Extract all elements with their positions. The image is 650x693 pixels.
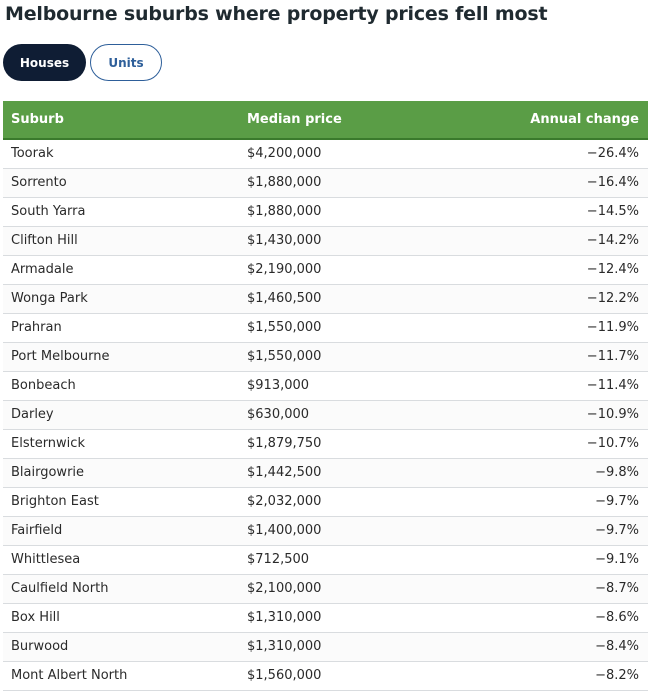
table-body: Toorak $4,200,000 −26.4% Sorrento $1,880,000… — [3, 139, 648, 691]
table-row: Elsternwick $1,879,750 −10.7% — [3, 429, 648, 459]
table-row: Burwood $1,310,000 −8.4% — [3, 632, 648, 662]
annual-change-cell: −12.4% — [475, 255, 648, 285]
median-price-cell: $2,190,000 — [239, 255, 475, 285]
annual-change-cell: −16.4% — [475, 168, 648, 198]
annual-change-cell: −14.5% — [475, 197, 648, 227]
suburb-cell: Toorak — [3, 139, 239, 169]
annual-change-cell: −9.1% — [475, 545, 648, 575]
table-row: Bonbeach $913,000 −11.4% — [3, 371, 648, 401]
table-row: Armadale $2,190,000 −12.4% — [3, 255, 648, 285]
column-header-annual-change: Annual change — [475, 101, 648, 140]
annual-change-cell: −11.9% — [475, 313, 648, 343]
annual-change-cell: −8.7% — [475, 574, 648, 604]
median-price-cell: $712,500 — [239, 545, 475, 575]
annual-change-cell: −9.8% — [475, 458, 648, 488]
suburb-cell: Elsternwick — [3, 429, 239, 459]
table-row: Port Melbourne $1,550,000 −11.7% — [3, 342, 648, 372]
annual-change-cell: −9.7% — [475, 516, 648, 546]
column-header-suburb: Suburb — [3, 101, 239, 140]
median-price-cell: $1,460,500 — [239, 284, 475, 314]
table-row: Clifton Hill $1,430,000 −14.2% — [3, 226, 648, 256]
table-row: Prahran $1,550,000 −11.9% — [3, 313, 648, 343]
suburb-cell: Blairgowrie — [3, 458, 239, 488]
annual-change-cell: −26.4% — [475, 139, 648, 169]
column-header-median-price: Median price — [239, 101, 475, 140]
annual-change-cell: −10.7% — [475, 429, 648, 459]
table-row: Caulfield North $2,100,000 −8.7% — [3, 574, 648, 604]
median-price-cell: $1,310,000 — [239, 603, 475, 633]
median-price-cell: $1,430,000 — [239, 226, 475, 256]
suburb-cell: Caulfield North — [3, 574, 239, 604]
annual-change-cell: −14.2% — [475, 226, 648, 256]
suburb-cell: South Yarra — [3, 197, 239, 227]
table-row: Mont Albert North $1,560,000 −8.2% — [3, 661, 648, 691]
table-row: Brighton East $2,032,000 −9.7% — [3, 487, 648, 517]
median-price-cell: $913,000 — [239, 371, 475, 401]
median-price-cell: $1,560,000 — [239, 661, 475, 691]
median-price-cell: $630,000 — [239, 400, 475, 430]
median-price-cell: $1,880,000 — [239, 197, 475, 227]
suburb-cell: Whittlesea — [3, 545, 239, 575]
annual-change-cell: −8.6% — [475, 603, 648, 633]
suburb-cell: Box Hill — [3, 603, 239, 633]
price-fall-table: Suburb Median price Annual change Toorak… — [3, 101, 648, 691]
annual-change-cell: −8.2% — [475, 661, 648, 691]
suburb-cell: Darley — [3, 400, 239, 430]
table-header: Suburb Median price Annual change — [3, 101, 648, 140]
median-price-cell: $1,879,750 — [239, 429, 475, 459]
tab-units[interactable]: Units — [90, 44, 162, 81]
suburb-cell: Clifton Hill — [3, 226, 239, 256]
table-row: Whittlesea $712,500 −9.1% — [3, 545, 648, 575]
table-row: Fairfield $1,400,000 −9.7% — [3, 516, 648, 546]
table-row: Darley $630,000 −10.9% — [3, 400, 648, 430]
suburb-cell: Burwood — [3, 632, 239, 662]
table-row: Sorrento $1,880,000 −16.4% — [3, 168, 648, 198]
suburb-cell: Mont Albert North — [3, 661, 239, 691]
tab-houses[interactable]: Houses — [3, 44, 86, 81]
suburb-cell: Brighton East — [3, 487, 239, 517]
median-price-cell: $1,550,000 — [239, 342, 475, 372]
median-price-cell: $1,400,000 — [239, 516, 475, 546]
table-row: Wonga Park $1,460,500 −12.2% — [3, 284, 648, 314]
table-row: South Yarra $1,880,000 −14.5% — [3, 197, 648, 227]
median-price-cell: $1,550,000 — [239, 313, 475, 343]
table-row: Blairgowrie $1,442,500 −9.8% — [3, 458, 648, 488]
annual-change-cell: −11.7% — [475, 342, 648, 372]
table-header-row: Suburb Median price Annual change — [3, 101, 648, 140]
suburb-cell: Sorrento — [3, 168, 239, 198]
property-type-tabs: Houses Units — [3, 44, 162, 81]
median-price-cell: $4,200,000 — [239, 139, 475, 169]
median-price-cell: $2,032,000 — [239, 487, 475, 517]
annual-change-cell: −10.9% — [475, 400, 648, 430]
table-row: Box Hill $1,310,000 −8.6% — [3, 603, 648, 633]
annual-change-cell: −9.7% — [475, 487, 648, 517]
suburb-cell: Fairfield — [3, 516, 239, 546]
suburb-cell: Port Melbourne — [3, 342, 239, 372]
suburb-cell: Bonbeach — [3, 371, 239, 401]
suburb-cell: Wonga Park — [3, 284, 239, 314]
median-price-cell: $1,442,500 — [239, 458, 475, 488]
median-price-cell: $1,310,000 — [239, 632, 475, 662]
annual-change-cell: −11.4% — [475, 371, 648, 401]
suburb-cell: Prahran — [3, 313, 239, 343]
suburb-cell: Armadale — [3, 255, 239, 285]
median-price-cell: $2,100,000 — [239, 574, 475, 604]
annual-change-cell: −12.2% — [475, 284, 648, 314]
median-price-cell: $1,880,000 — [239, 168, 475, 198]
table-row: Toorak $4,200,000 −26.4% — [3, 139, 648, 169]
annual-change-cell: −8.4% — [475, 632, 648, 662]
page-title: Melbourne suburbs where property prices … — [5, 3, 548, 25]
